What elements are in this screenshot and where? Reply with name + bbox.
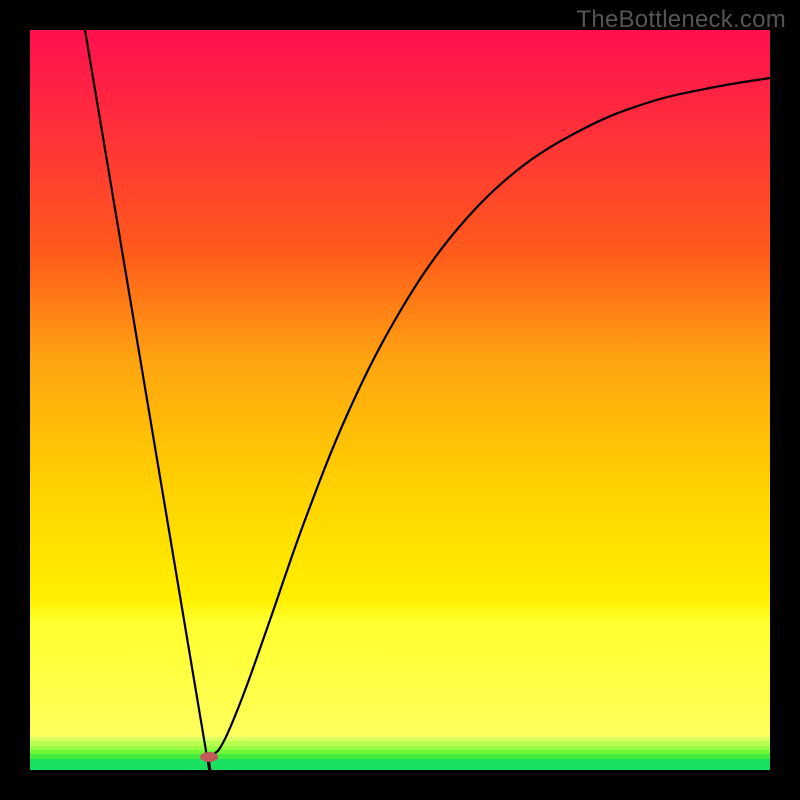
overlay-svg	[30, 30, 770, 770]
min-marker	[200, 752, 218, 762]
frame-bottom	[0, 770, 800, 800]
plot-area	[30, 30, 770, 770]
curve-path	[85, 30, 770, 770]
frame-right	[770, 0, 800, 800]
attribution-text: TheBottleneck.com	[576, 6, 786, 34]
frame-left	[0, 0, 30, 800]
